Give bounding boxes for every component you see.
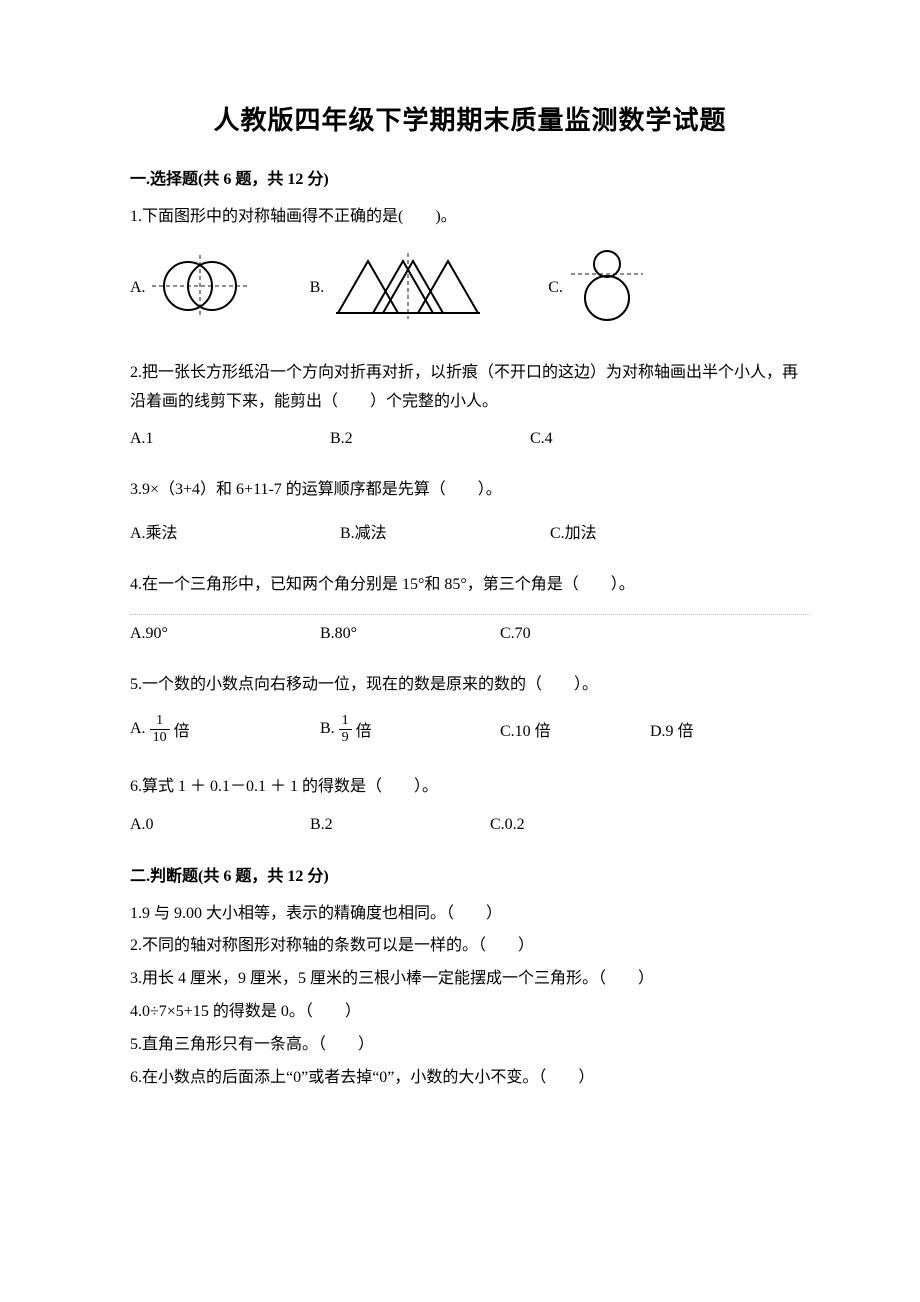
q5-optA-den: 10 [150, 730, 170, 745]
q2-text: 2.把一张长方形纸沿一个方向对折再对折，以折痕（不开口的这边）为对称轴画出半个小… [130, 359, 810, 417]
q3-optC: C.加法 [550, 519, 597, 543]
q5-optD: D.9 倍 [650, 717, 694, 741]
q4-optC: C.70 [500, 625, 531, 643]
q6-optA: A.0 [130, 816, 310, 834]
q5-optC: C.10 倍 [500, 717, 650, 741]
judge-item: 2.不同的轴对称图形对称轴的条数可以是一样的。（ ） [130, 932, 810, 961]
q5-optA-pre: A. [130, 720, 146, 738]
judge-item: 4.0÷7×5+15 的得数是 0。（ ） [130, 998, 810, 1027]
q1-options: A. B. [130, 246, 810, 331]
q6-text: 6.算式 1 ＋ 0.1－0.1 ＋ 1 的得数是（ ）。 [130, 773, 810, 802]
q4-optA: A.90° [130, 625, 320, 643]
q1-optA-label: A. [130, 279, 146, 297]
q4-optB: B.80° [320, 625, 500, 643]
q3-optB: B.减法 [340, 519, 550, 543]
q5-options: A. 1 10 倍 B. 1 9 倍 C.10 倍 D.9 倍 [130, 714, 810, 745]
q6-options: A.0 B.2 C.0.2 [130, 816, 810, 834]
q5-optA-num: 1 [150, 714, 170, 730]
q6-optC: C.0.2 [490, 816, 525, 834]
q3-optA: A.乘法 [130, 519, 340, 543]
q3-options: A.乘法 B.减法 C.加法 [130, 519, 810, 543]
q2-options: A.1 B.2 C.4 [130, 430, 810, 448]
q5-optB-den: 9 [339, 730, 352, 745]
judge-list: 1.9 与 9.00 大小相等，表示的精确度也相同。（ ） 2.不同的轴对称图形… [130, 900, 810, 1093]
q5-optA-fraction: 1 10 [150, 714, 170, 745]
q6-optB: B.2 [310, 816, 490, 834]
q1-figA-two-circles-icon [150, 251, 250, 326]
q5-optB-suf: 倍 [356, 717, 372, 741]
q5-optB-num: 1 [339, 714, 352, 730]
q1-figB-triangles-icon [328, 251, 488, 326]
section2-header: 二.判断题(共 6 题，共 12 分) [130, 862, 810, 886]
q5-optA-suf: 倍 [174, 717, 190, 741]
q5-optB-pre: B. [320, 720, 335, 738]
separator-line [130, 614, 810, 615]
judge-item: 6.在小数点的后面添上“0”或者去掉“0”，小数的大小不变。（ ） [130, 1064, 810, 1093]
judge-item: 3.用长 4 厘米，9 厘米，5 厘米的三根小棒一定能摆成一个三角形。（ ） [130, 965, 810, 994]
page-title: 人教版四年级下学期期末质量监测数学试题 [130, 100, 810, 137]
judge-item: 5.直角三角形只有一条高。（ ） [130, 1031, 810, 1060]
q4-options: A.90° B.80° C.70 [130, 625, 810, 643]
q2-optC: C.4 [530, 430, 553, 448]
q5-text: 5.一个数的小数点向右移动一位，现在的数是原来的数的（ ）。 [130, 671, 810, 700]
q1-optC-label: C. [548, 279, 563, 297]
q5-optB-fraction: 1 9 [339, 714, 352, 745]
q2-optB: B.2 [330, 430, 530, 448]
q4-text: 4.在一个三角形中，已知两个角分别是 15°和 85°，第三个角是（ ）。 [130, 571, 810, 600]
q2-optA: A.1 [130, 430, 330, 448]
section1-header: 一.选择题(共 6 题，共 12 分) [130, 165, 810, 189]
q1-optB-label: B. [310, 279, 325, 297]
judge-item: 1.9 与 9.00 大小相等，表示的精确度也相同。（ ） [130, 900, 810, 929]
q1-figC-snowman-icon [567, 246, 647, 331]
q3-text: 3.9×（3+4）和 6+11-7 的运算顺序都是先算（ ）。 [130, 476, 810, 505]
exam-page: 人教版四年级下学期期末质量监测数学试题 一.选择题(共 6 题，共 12 分) … [0, 0, 920, 1156]
q1-text: 1.下面图形中的对称轴画得不正确的是( )。 [130, 203, 810, 232]
